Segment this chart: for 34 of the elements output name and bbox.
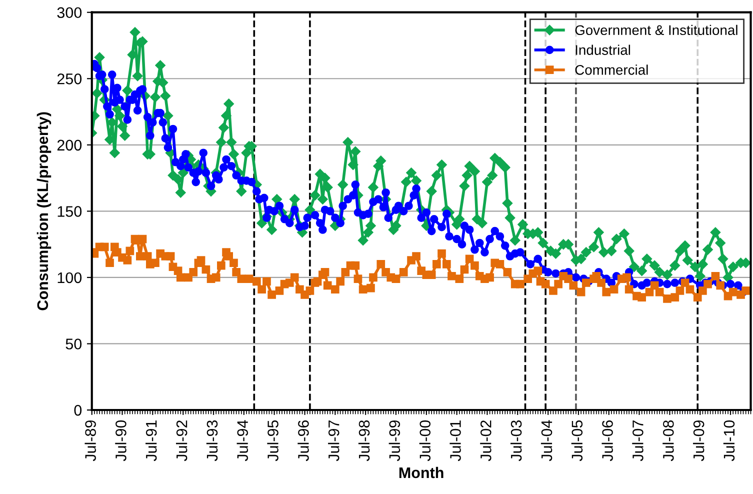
x-tick-label: Jul-06	[602, 420, 613, 462]
x-tick-label: Jul-02	[480, 420, 492, 462]
x-tick-label: Jul-94	[236, 420, 248, 462]
x-tick-label: Jul-08	[662, 420, 674, 462]
x-tick-label: Jul-96	[298, 420, 309, 462]
y-tick-label: 0	[74, 404, 82, 416]
x-tick-label: Jul-98	[358, 420, 370, 462]
x-tick-label: Jul-04	[540, 420, 552, 462]
x-tick-label: Jul-90	[115, 420, 126, 462]
x-tick-label: Jul-07	[632, 420, 644, 462]
x-tick-label: Jul-91	[146, 420, 157, 462]
x-tick-label: Jul-89	[84, 420, 96, 462]
x-axis-title: Month	[399, 466, 444, 478]
y-axis-title: Consumption (KL/property)	[36, 112, 52, 310]
x-tick-label: Jul-03	[510, 420, 522, 462]
x-tick-label: Jul-00	[419, 420, 431, 462]
x-tick-label: Jul-92	[176, 420, 188, 462]
x-tick-label: Jul-01	[450, 420, 461, 462]
y-tick-label: 300	[57, 7, 82, 18]
x-tick-label: Jul-93	[206, 420, 218, 462]
y-tick-label: 50	[66, 338, 82, 350]
y-tick-label: 250	[57, 73, 82, 84]
x-tick-label: Jul-95	[267, 420, 278, 462]
x-tick-label: Jul-99	[388, 420, 400, 462]
x-tick-label: Jul-05	[571, 420, 583, 462]
legend-label: Industrial	[576, 44, 630, 55]
legend-label: Government & Institutional	[575, 24, 738, 36]
x-tick-label: Jul-97	[328, 420, 340, 462]
y-tick-label: 150	[58, 206, 82, 217]
y-tick-label: 100	[58, 272, 82, 284]
x-tick-label: Jul-10	[723, 420, 735, 462]
legend-label: Commercial	[575, 64, 648, 75]
y-tick-label: 200	[57, 140, 82, 151]
x-tick-label: Jul-09	[692, 420, 704, 462]
